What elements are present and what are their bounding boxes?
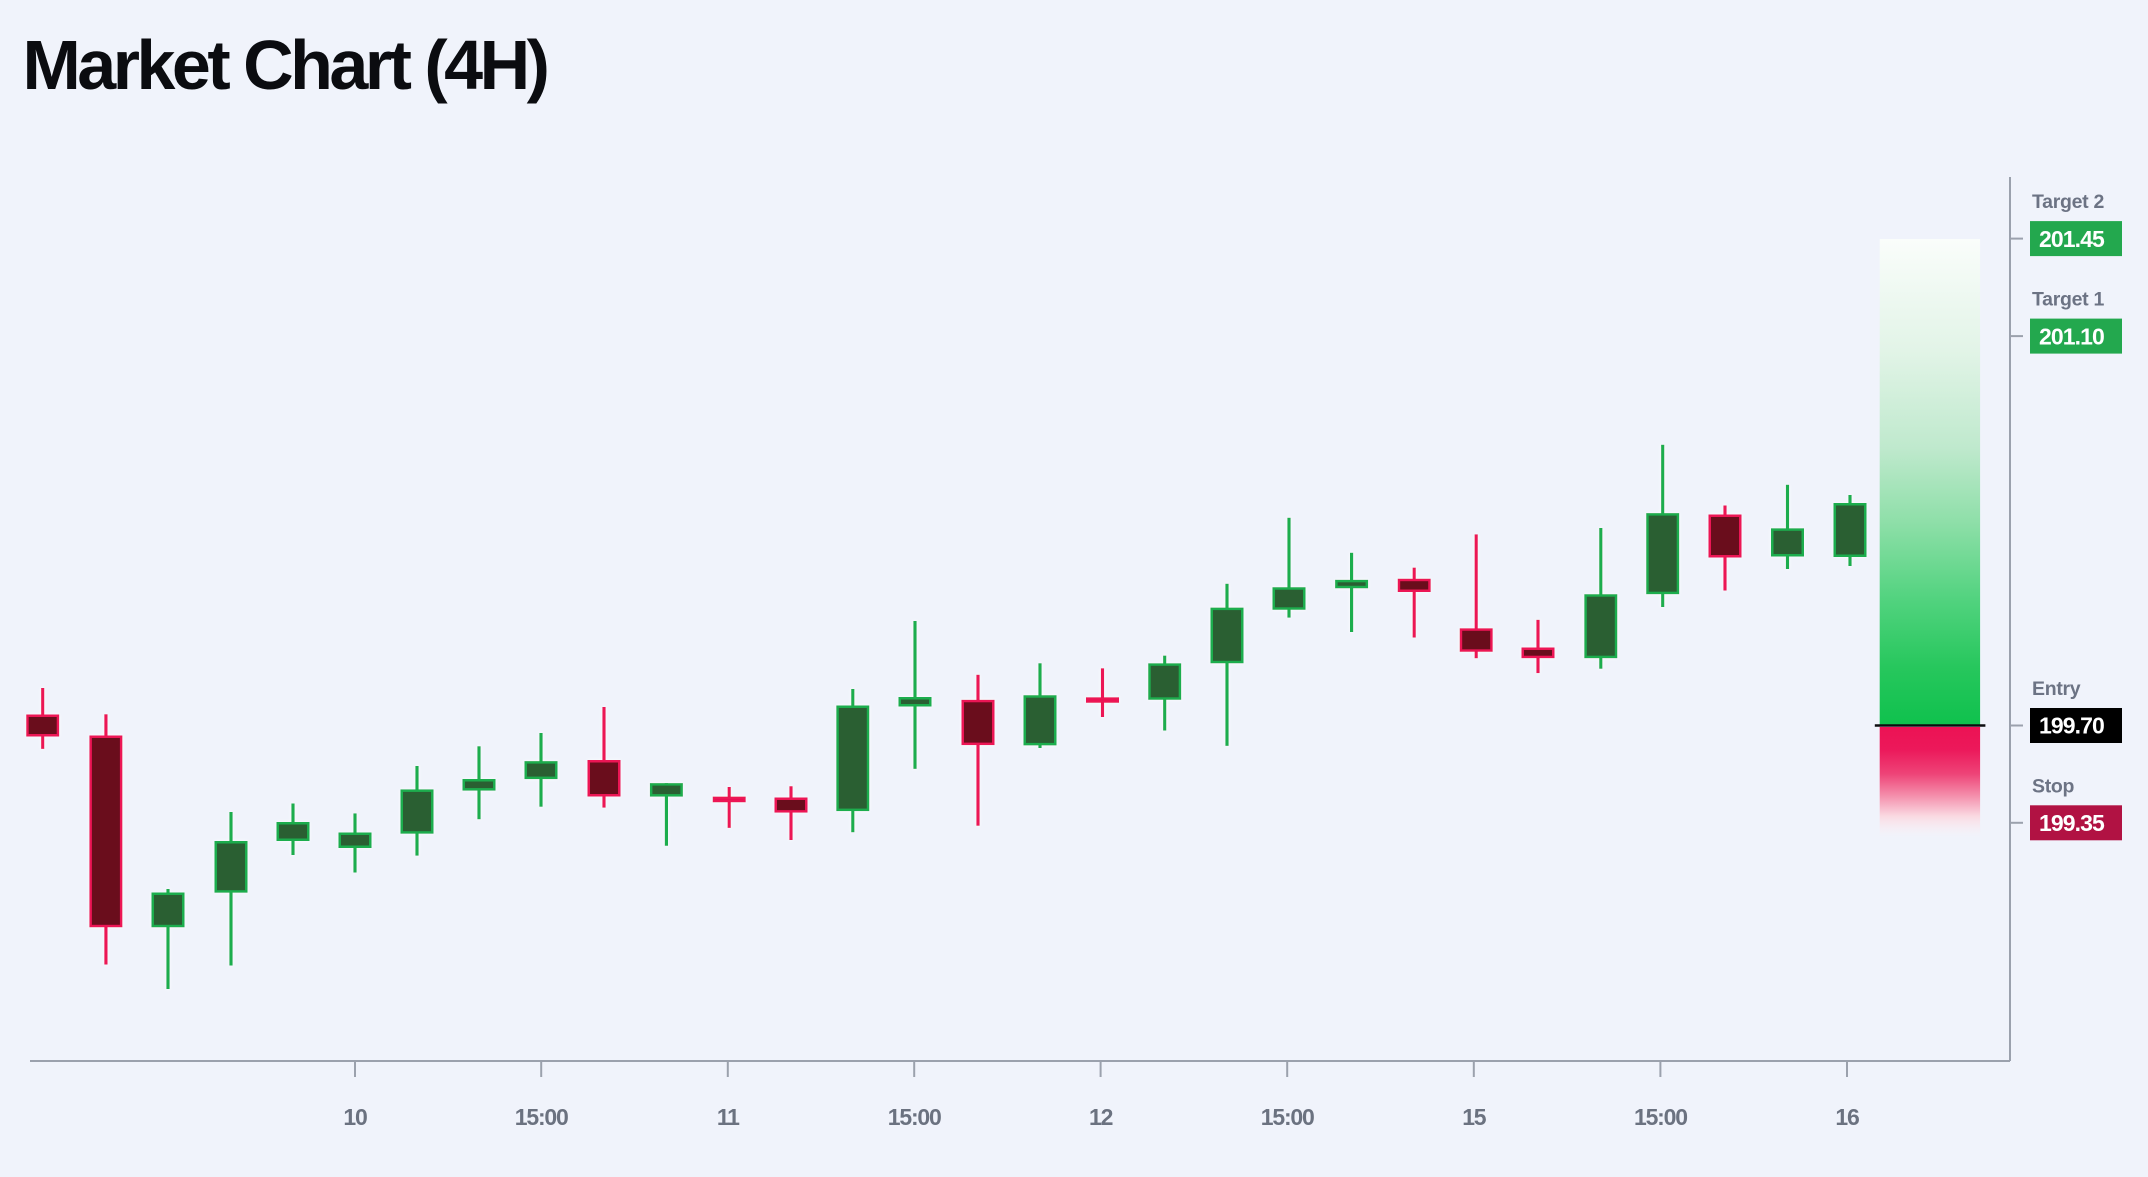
svg-text:16: 16 (1835, 1104, 1859, 1130)
svg-text:15:00: 15:00 (888, 1104, 941, 1130)
svg-text:Target 1: Target 1 (2032, 289, 2104, 311)
svg-text:Stop: Stop (2032, 775, 2075, 797)
svg-text:201.45: 201.45 (2039, 226, 2105, 252)
svg-text:201.10: 201.10 (2039, 323, 2104, 349)
svg-text:Market Chart (4H): Market Chart (4H) (23, 26, 547, 104)
svg-text:199.35: 199.35 (2039, 810, 2105, 836)
svg-text:15:00: 15:00 (515, 1104, 568, 1130)
svg-text:15:00: 15:00 (1634, 1104, 1687, 1130)
svg-text:10: 10 (343, 1104, 367, 1130)
svg-text:Entry: Entry (2032, 678, 2081, 700)
svg-text:12: 12 (1089, 1104, 1113, 1130)
svg-text:Target 2: Target 2 (2032, 191, 2104, 213)
svg-text:15:00: 15:00 (1261, 1104, 1314, 1130)
svg-text:199.70: 199.70 (2039, 713, 2104, 739)
svg-text:15: 15 (1462, 1104, 1487, 1130)
svg-text:11: 11 (717, 1104, 740, 1130)
